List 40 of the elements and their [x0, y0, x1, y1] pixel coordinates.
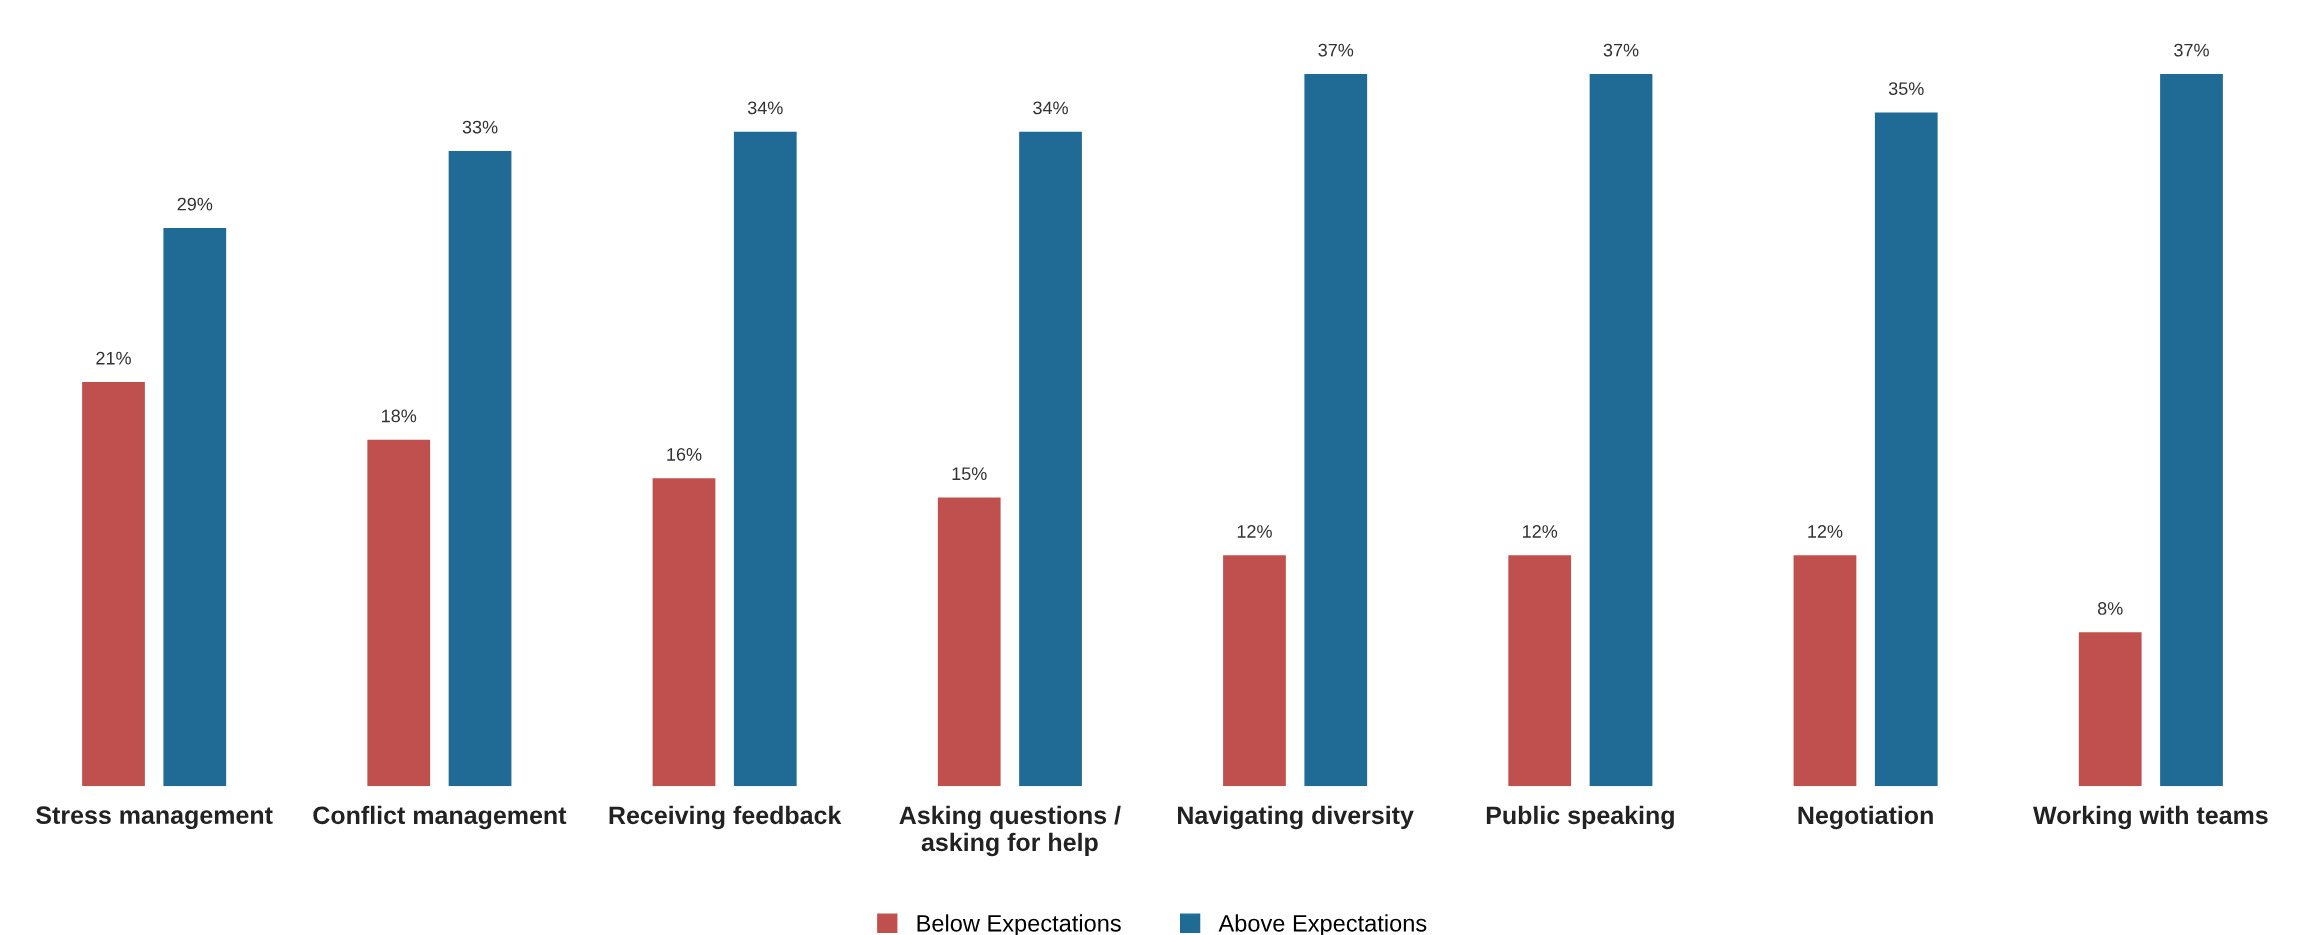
data-label: 35% — [1888, 82, 1924, 95]
data-label: 37% — [2174, 43, 2209, 57]
data-label: 15% — [952, 467, 987, 481]
data-label: 37% — [1318, 43, 1354, 57]
bar — [1793, 555, 1857, 787]
bar — [1304, 73, 1368, 787]
bar — [1589, 73, 1653, 787]
x-tick-label: Working with teams — [2033, 805, 2268, 830]
data-label: 16% — [667, 448, 702, 461]
data-label: 12% — [1808, 525, 1843, 538]
bar — [1223, 555, 1286, 787]
bar — [937, 497, 1001, 787]
bar — [2078, 632, 2142, 787]
x-tick-label: Navigating diversity — [1178, 805, 1414, 830]
x-tick-label: Receiving feedback — [609, 805, 842, 830]
data-label: 37% — [1603, 43, 1639, 57]
x-tick-label: Conflict management — [313, 805, 567, 830]
x-tick-label: Public speaking — [1486, 805, 1674, 830]
bar — [163, 227, 227, 787]
x-tick-label: Asking questions / asking for help — [899, 805, 1121, 857]
x-tick-label: Stress management — [36, 806, 273, 830]
bar — [733, 131, 797, 787]
bar — [652, 478, 716, 787]
data-label: 29% — [177, 197, 213, 211]
data-label: 33% — [462, 120, 498, 134]
data-label: 34% — [747, 101, 783, 115]
bar — [448, 150, 512, 787]
data-label: 8% — [2097, 602, 2123, 615]
bar — [82, 382, 145, 787]
data-label: 18% — [382, 409, 417, 423]
bar — [1874, 112, 1938, 787]
data-label: 21% — [96, 351, 131, 365]
bar — [367, 439, 431, 787]
x-tick-label: Negotiation — [1798, 805, 1933, 830]
bar — [1019, 131, 1082, 787]
data-label: 34% — [1033, 101, 1068, 115]
data-label: 12% — [1523, 525, 1558, 538]
bar — [2160, 73, 2223, 787]
data-label: 12% — [1237, 525, 1272, 538]
bar — [1508, 555, 1572, 787]
